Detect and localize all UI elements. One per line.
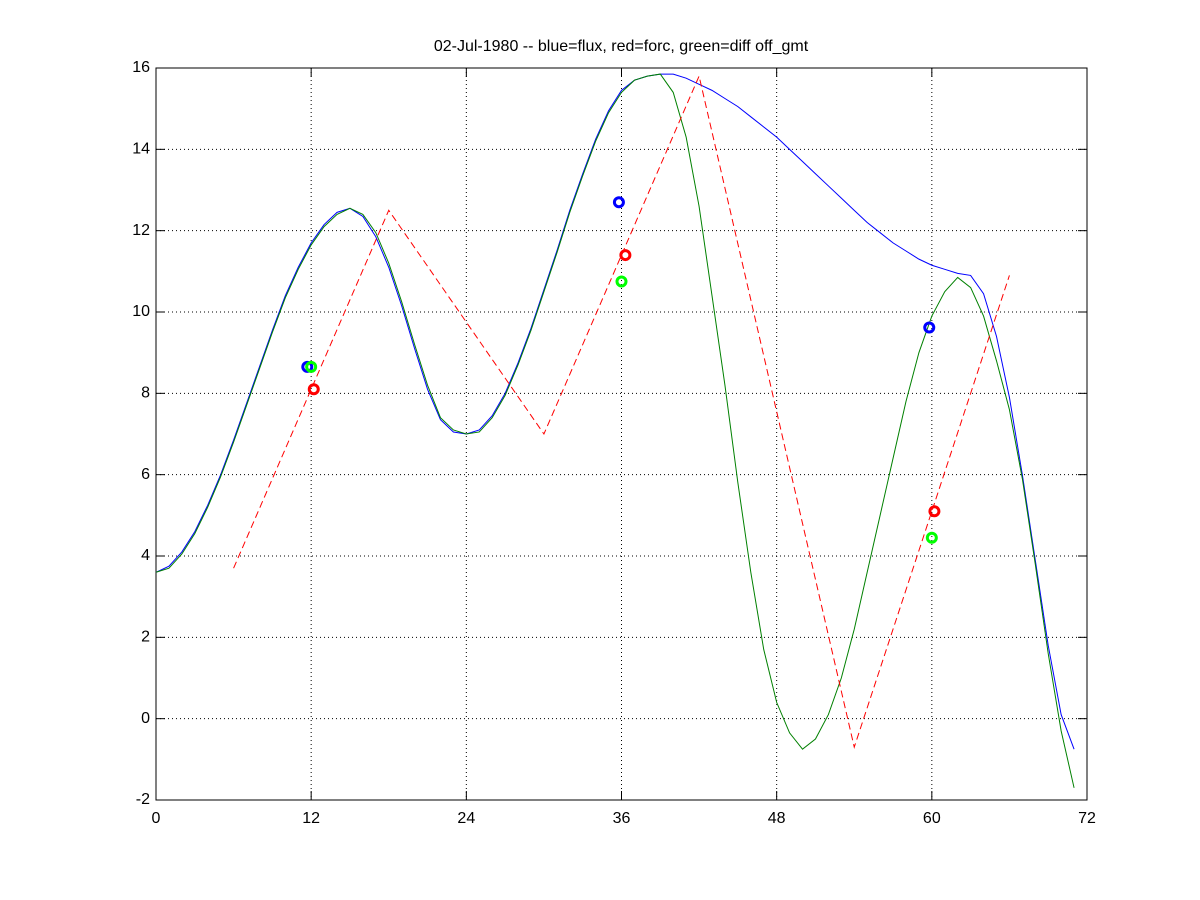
y-tick-label: 12 bbox=[132, 222, 150, 239]
x-tick-label: 0 bbox=[152, 810, 161, 827]
data-marker bbox=[615, 275, 628, 288]
y-tick-label: 10 bbox=[132, 303, 150, 320]
series-line bbox=[155, 73, 1075, 788]
y-tick-label: -2 bbox=[136, 791, 150, 808]
x-tick-label: 24 bbox=[457, 810, 475, 827]
y-tick-label: 8 bbox=[141, 385, 150, 402]
data-marker bbox=[928, 505, 941, 518]
data-marker bbox=[307, 383, 320, 396]
y-tick-label: 6 bbox=[141, 466, 150, 483]
x-tick-label: 36 bbox=[613, 810, 631, 827]
plot-area bbox=[156, 68, 1087, 800]
chart-title: 02-Jul-1980 -- blue=flux, red=forc, gree… bbox=[434, 38, 809, 55]
y-tick-label: 2 bbox=[141, 629, 150, 646]
x-tick-label: 72 bbox=[1078, 810, 1096, 827]
data-marker bbox=[612, 196, 625, 209]
x-tick-label: 12 bbox=[302, 810, 320, 827]
data-marker bbox=[925, 531, 938, 544]
x-tick-label: 48 bbox=[768, 810, 786, 827]
axes-box bbox=[155, 67, 1088, 801]
y-tick-label: 14 bbox=[132, 141, 150, 158]
x-tick-label: 60 bbox=[923, 810, 941, 827]
series-line bbox=[155, 73, 1075, 750]
data-marker bbox=[619, 249, 632, 262]
y-tick-label: 4 bbox=[141, 547, 150, 564]
data-marker bbox=[923, 321, 936, 334]
y-tick-label: 0 bbox=[141, 710, 150, 727]
data-marker bbox=[305, 360, 318, 373]
y-tick-label: 16 bbox=[132, 59, 150, 76]
series-line bbox=[233, 74, 1010, 749]
